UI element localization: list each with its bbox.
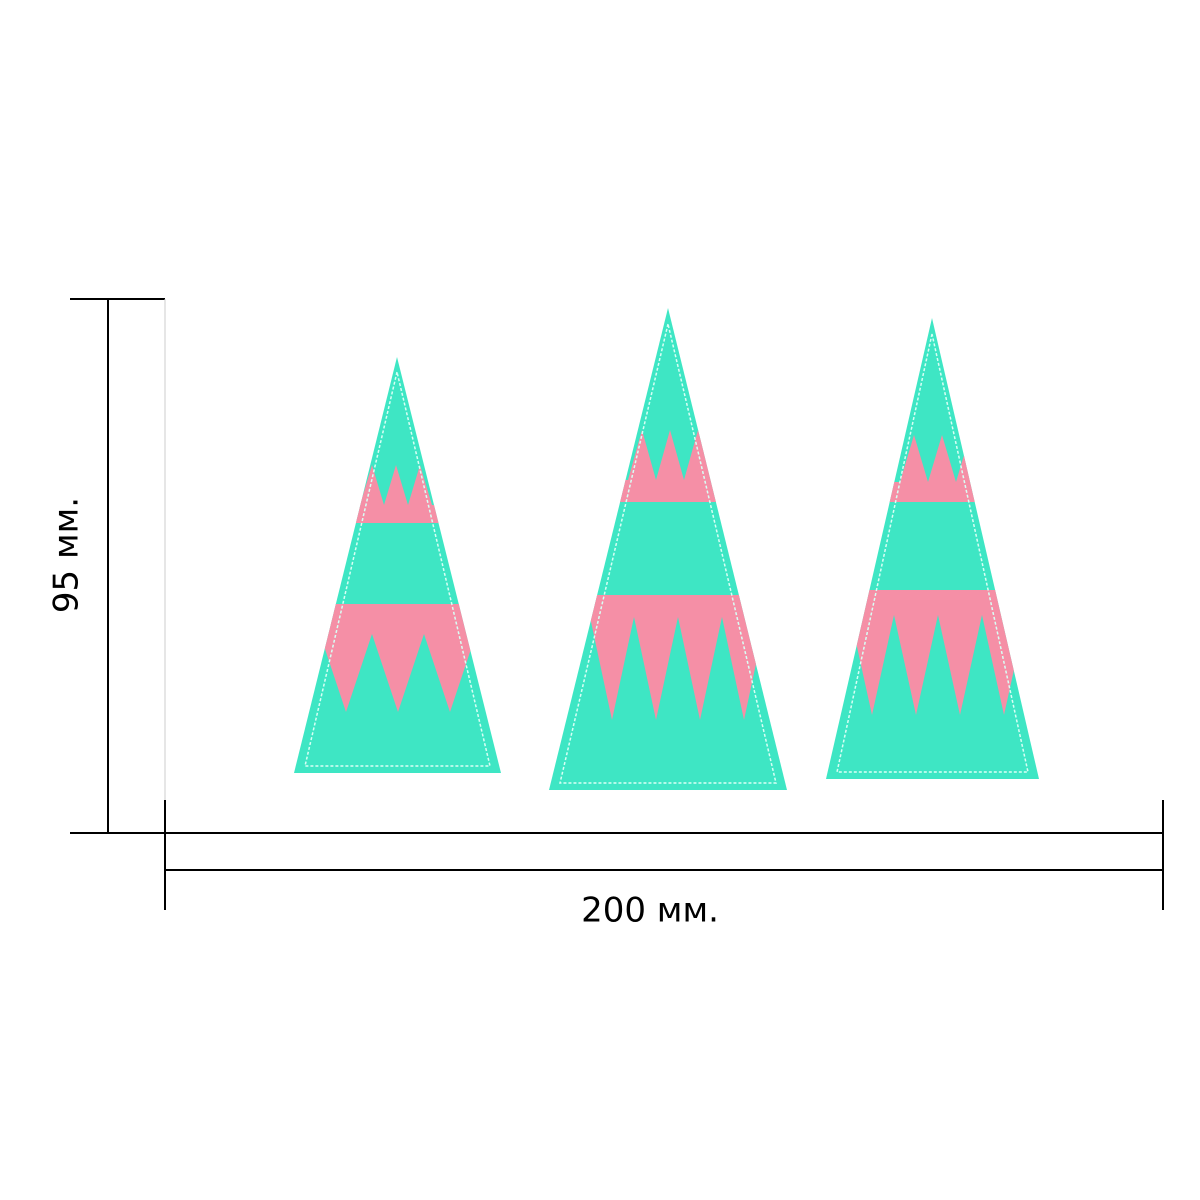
dimension-lines <box>70 298 1164 910</box>
height-label: 95 мм. <box>47 497 87 613</box>
felt-tree <box>826 318 1039 779</box>
width-label: 200 мм. <box>581 891 719 931</box>
felt-tree <box>294 357 501 773</box>
felt-tree <box>549 308 787 790</box>
